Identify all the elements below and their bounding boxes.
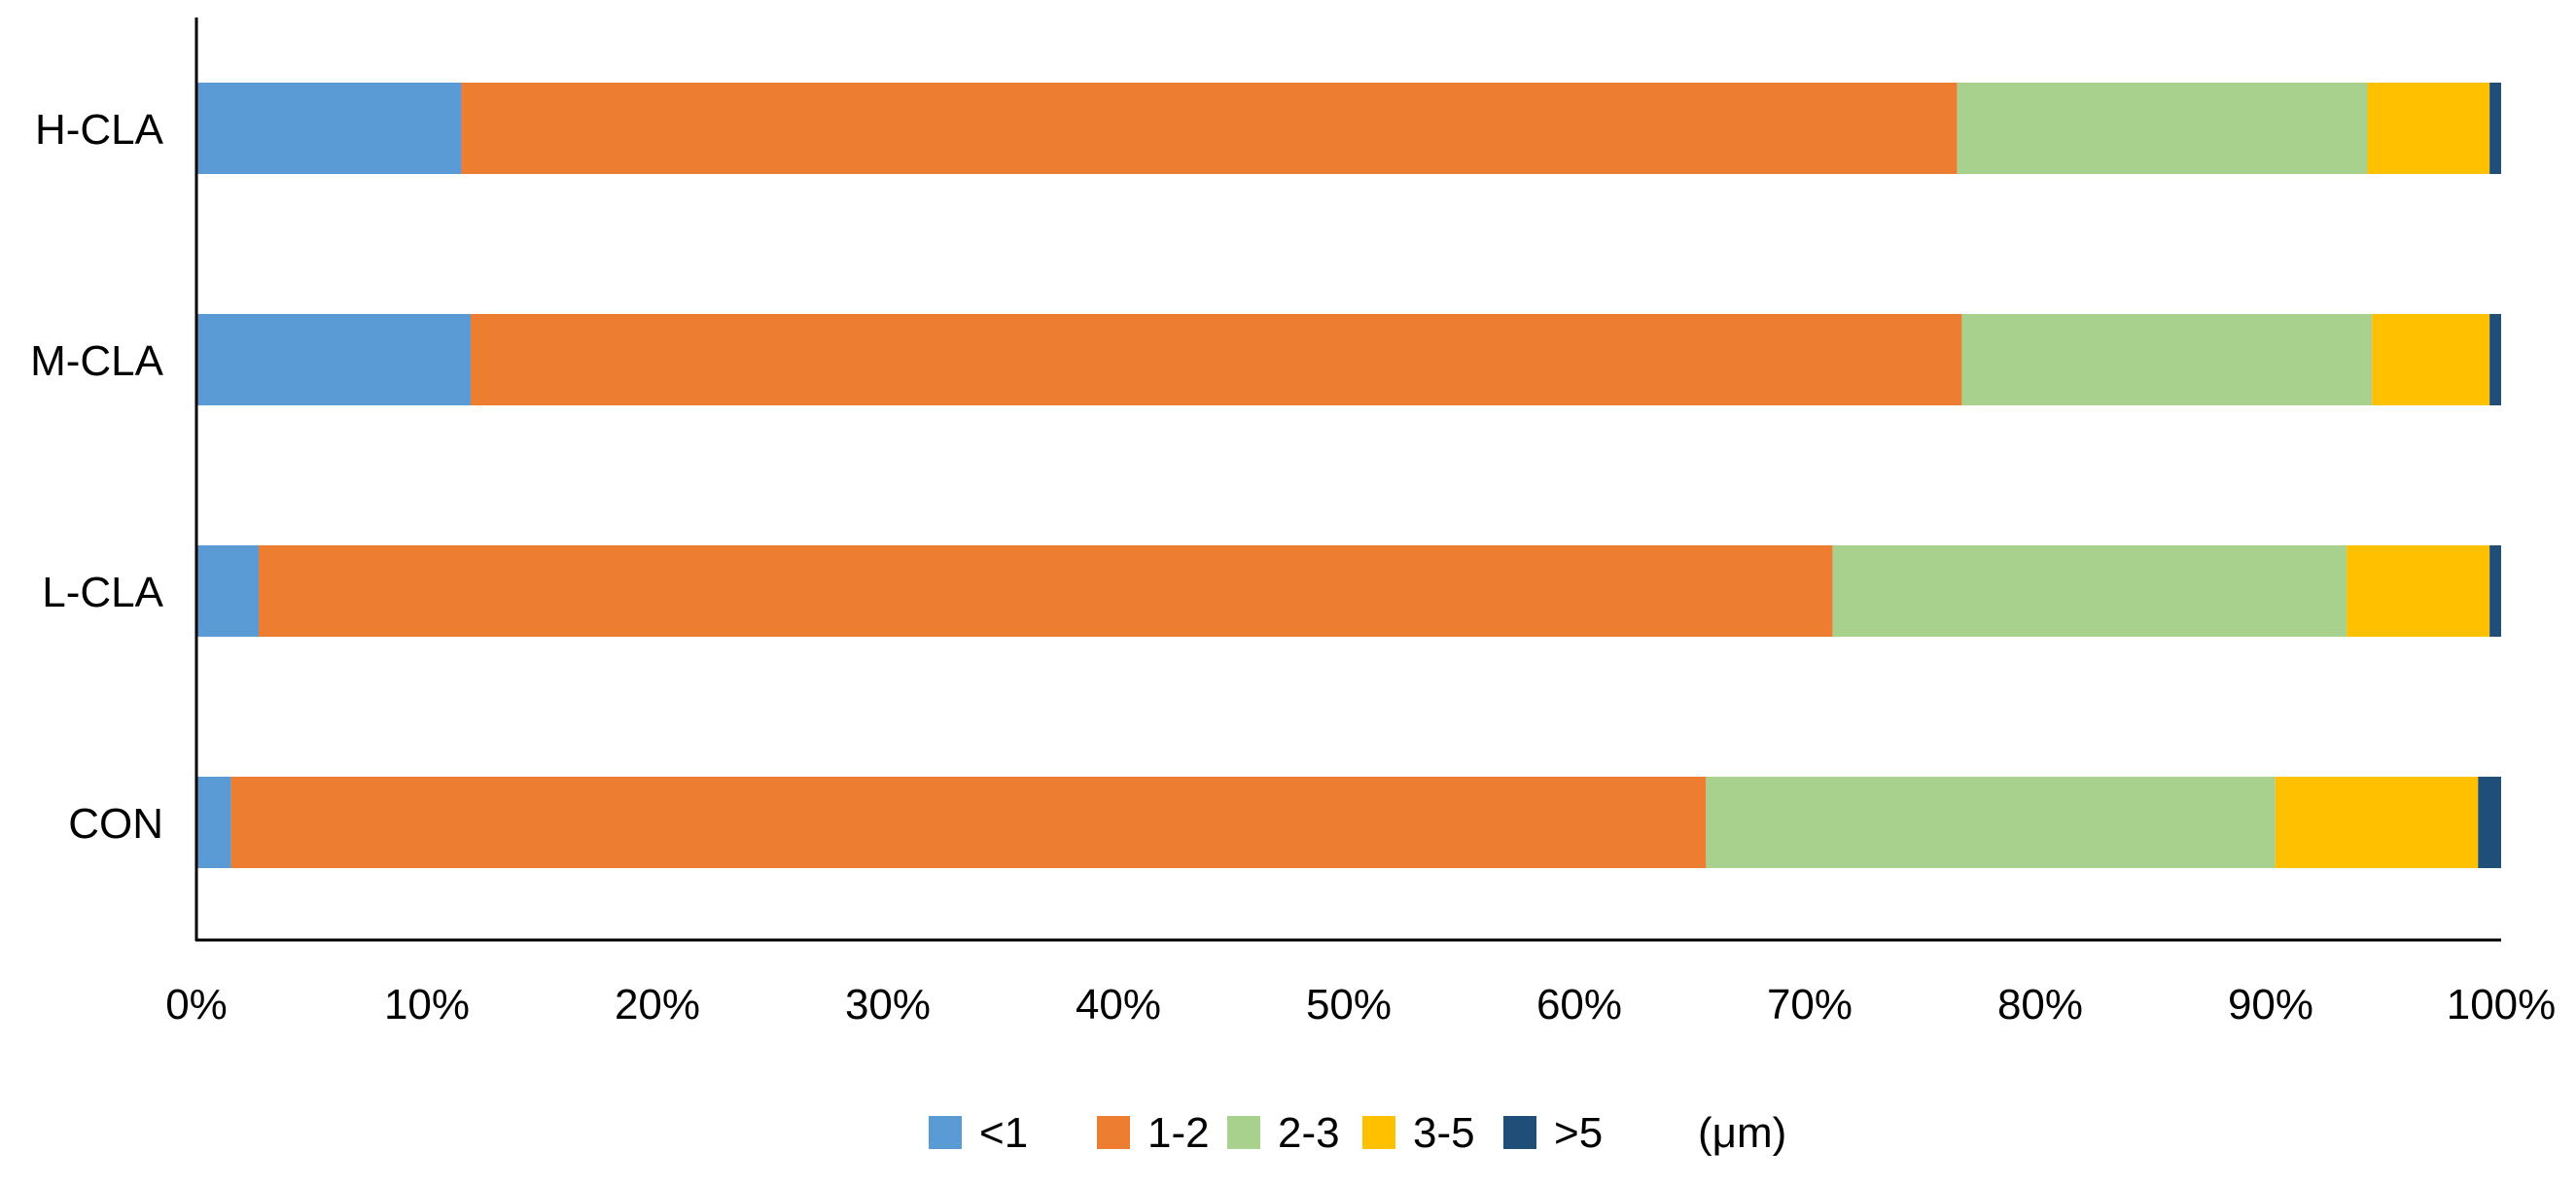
x-tick-label: 10% bbox=[384, 981, 470, 1028]
legend-label: 1-2 bbox=[1147, 1109, 1210, 1157]
bar-segment-con-s3 bbox=[2275, 777, 2479, 868]
bar-segment-h-cla-s2 bbox=[1957, 83, 2368, 174]
y-tick-label-h-cla: H-CLA bbox=[35, 106, 164, 154]
x-tick-label: 60% bbox=[1536, 981, 1622, 1028]
bar-segment-l-cla-s4 bbox=[2489, 545, 2501, 637]
bar-segment-con-s0 bbox=[196, 777, 231, 868]
legend-swatch bbox=[1227, 1116, 1260, 1149]
legend-swatch bbox=[1362, 1116, 1395, 1149]
bar-segment-h-cla-s4 bbox=[2489, 83, 2501, 174]
x-tick-label: 0% bbox=[165, 981, 228, 1028]
x-tick-label: 20% bbox=[615, 981, 700, 1028]
bar-segment-h-cla-s3 bbox=[2367, 83, 2490, 174]
legend-label: <1 bbox=[979, 1109, 1028, 1157]
legend-unit-label: (μm) bbox=[1698, 1109, 1786, 1157]
bar-segment-m-cla-s0 bbox=[196, 314, 472, 405]
bar-segment-m-cla-s2 bbox=[1961, 314, 2373, 405]
x-tick-label: 50% bbox=[1306, 981, 1392, 1028]
legend-label: 2-3 bbox=[1278, 1109, 1340, 1157]
bar-segment-h-cla-s1 bbox=[461, 83, 1958, 174]
legend-swatch bbox=[1097, 1116, 1130, 1149]
bar-segment-m-cla-s4 bbox=[2489, 314, 2501, 405]
bar-segment-con-s4 bbox=[2478, 777, 2501, 868]
bar-segment-con-s1 bbox=[230, 777, 1707, 868]
x-tick-label: 40% bbox=[1076, 981, 1161, 1028]
legend-label: >5 bbox=[1554, 1109, 1603, 1157]
axes-layer bbox=[194, 17, 2501, 942]
bar-segment-h-cla-s0 bbox=[196, 83, 462, 174]
x-tick-label: 100% bbox=[2447, 981, 2557, 1028]
x-tick-label: 30% bbox=[845, 981, 931, 1028]
y-tick-label-m-cla: M-CLA bbox=[30, 337, 164, 385]
legend: <1 1-2 2-3 3-5 >5 (μm) bbox=[929, 1109, 1786, 1157]
x-tick-labels: 0% 10% 20% 30% 40% 50% 60% 70% 80% 90% 100% bbox=[165, 981, 2556, 1028]
y-tick-label-con: CON bbox=[68, 800, 163, 848]
y-tick-label-l-cla: L-CLA bbox=[42, 569, 163, 616]
x-tick-label: 80% bbox=[1997, 981, 2083, 1028]
legend-label: 3-5 bbox=[1413, 1109, 1475, 1157]
bar-segment-l-cla-s0 bbox=[196, 545, 259, 637]
bar-segment-m-cla-s3 bbox=[2372, 314, 2490, 405]
bar-segment-con-s2 bbox=[1706, 777, 2276, 868]
bar-segment-l-cla-s3 bbox=[2347, 545, 2490, 637]
y-tick-labels: H-CLA M-CLA L-CLA CON bbox=[30, 106, 164, 848]
x-tick-label: 70% bbox=[1767, 981, 1853, 1028]
bar-segment-m-cla-s1 bbox=[471, 314, 1962, 405]
bar-segment-l-cla-s2 bbox=[1832, 545, 2347, 637]
legend-swatch bbox=[929, 1116, 962, 1149]
x-tick-label: 90% bbox=[2228, 981, 2313, 1028]
bar-segment-l-cla-s1 bbox=[258, 545, 1833, 637]
bars-layer bbox=[196, 83, 2501, 868]
legend-swatch bbox=[1503, 1116, 1536, 1149]
